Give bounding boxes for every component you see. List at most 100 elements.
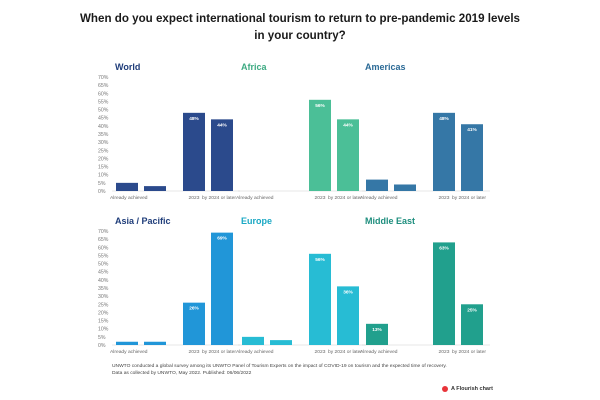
- data-label: 63%: [439, 245, 449, 251]
- data-label: 48%: [439, 116, 449, 122]
- data-label: 25%: [467, 307, 477, 313]
- y-tick-label: 50%: [98, 108, 109, 114]
- y-tick-label: 20%: [98, 310, 109, 316]
- y-tick-label: 60%: [98, 245, 109, 251]
- data-label: 69%: [217, 236, 227, 242]
- y-tick-label: 0%: [98, 343, 106, 349]
- x-tick-label: 2023: [189, 349, 200, 355]
- flourish-credit-label: A Flourish chart: [451, 386, 493, 392]
- bar-africa-2023: [309, 99, 331, 191]
- y-tick-label: 50%: [98, 262, 109, 268]
- x-tick-label: 2023: [439, 349, 450, 355]
- y-tick-label: 35%: [98, 132, 109, 138]
- data-label: 56%: [315, 257, 325, 263]
- chart-title-line-1: When do you expect international tourism…: [79, 12, 520, 25]
- bar-middle-east-2023: [433, 242, 455, 345]
- y-tick-label: 5%: [98, 335, 106, 341]
- y-tick-label: 5%: [98, 181, 106, 187]
- bar-world-2023: [183, 112, 205, 191]
- bar-europe-already-achieved: [242, 336, 264, 345]
- bar-asia-pacific-by-2024-or-later: [211, 232, 233, 345]
- panel-title-africa: Africa: [241, 62, 268, 72]
- y-tick-label: 40%: [98, 124, 109, 130]
- y-tick-label: 65%: [98, 83, 109, 89]
- x-tick-label: by 2024 or later: [452, 195, 486, 201]
- y-tick-label: 55%: [98, 99, 109, 105]
- bar-americas-already-achieved: [366, 179, 388, 191]
- y-tick-label: 30%: [98, 140, 109, 146]
- data-label: 48%: [189, 116, 199, 122]
- panel-title-europe: Europe: [241, 216, 272, 226]
- y-tick-label: 15%: [98, 165, 109, 171]
- bar-europe-2023: [309, 253, 331, 345]
- bar-world-2022: [144, 186, 166, 191]
- bar-world-already-achieved: [116, 182, 138, 191]
- x-tick-label: Already achieved: [236, 349, 274, 355]
- y-tick-label: 65%: [98, 237, 109, 243]
- bar-world-by-2024-or-later: [211, 119, 233, 191]
- flourish-logo-icon: [442, 386, 448, 392]
- x-tick-label: Already achieved: [236, 195, 274, 201]
- bar-americas-2023: [433, 112, 455, 191]
- data-label: 36%: [343, 289, 353, 295]
- bar-asia-pacific-already-achieved: [116, 341, 138, 345]
- y-tick-label: 0%: [98, 189, 106, 195]
- x-tick-label: 2023: [189, 195, 200, 201]
- x-tick-label: by 2024 or later: [452, 349, 486, 355]
- x-tick-label: 2023: [315, 349, 326, 355]
- panel-middle-east: Middle East 13% Already achieved 63% 2023 25%…: [360, 216, 490, 355]
- y-tick-label: 15%: [98, 319, 109, 325]
- footer-line-2: Data as collected by UNWTO, May 2022. Pu…: [112, 371, 252, 376]
- x-tick-label: Already achieved: [360, 349, 398, 355]
- panel-title-middle-east: Middle East: [365, 216, 415, 226]
- x-tick-label: by 2024 or later: [328, 195, 362, 201]
- data-label: 13%: [372, 327, 382, 333]
- y-tick-label: 25%: [98, 148, 109, 154]
- y-tick-label: 40%: [98, 278, 109, 284]
- y-tick-label: 10%: [98, 173, 109, 179]
- y-tick-label: 60%: [98, 91, 109, 97]
- x-tick-label: by 2024 or later: [202, 195, 236, 201]
- data-label: 44%: [217, 122, 227, 128]
- y-tick-label: 55%: [98, 253, 109, 259]
- footer-notes: UNWTO conducted a global survey among it…: [112, 363, 512, 377]
- footer-line-1: UNWTO conducted a global survey among it…: [112, 364, 447, 369]
- y-tick-label: 45%: [98, 270, 109, 276]
- panel-title-asia-pacific: Asia / Pacific: [115, 216, 171, 226]
- data-label: 44%: [343, 122, 353, 128]
- data-label: 56%: [315, 103, 325, 109]
- y-tick-label: 45%: [98, 116, 109, 122]
- y-tick-label: 10%: [98, 327, 109, 333]
- chart-title-line-2: in your country?: [254, 29, 346, 42]
- panel-europe: Europe Already achieved 56% 2023 36% by 2024 …: [236, 216, 366, 355]
- panel-world: World 70% 65% 60% 55% 50% 45% 40% 35% 30% 25% 20% 15…: [98, 62, 240, 201]
- bar-europe-2022: [270, 340, 292, 345]
- y-tick-label: 25%: [98, 302, 109, 308]
- bar-americas-by-2024-or-later: [461, 124, 483, 191]
- y-tick-label: 30%: [98, 294, 109, 300]
- panel-title-world: World: [115, 62, 140, 72]
- panel-title-americas: Americas: [365, 62, 406, 72]
- bar-middle-east-by-2024-or-later: [461, 304, 483, 345]
- y-tick-label: 70%: [98, 75, 109, 81]
- x-tick-label: by 2024 or later: [202, 349, 236, 355]
- x-tick-label: Already achieved: [360, 195, 398, 201]
- bar-americas-2022: [394, 184, 416, 191]
- bar-africa-by-2024-or-later: [337, 119, 359, 191]
- x-tick-label: Already achieved: [110, 195, 148, 201]
- x-tick-label: 2023: [315, 195, 326, 201]
- flourish-credit-link[interactable]: A Flourish chart: [442, 386, 493, 392]
- bar-asia-pacific-2023: [183, 302, 205, 345]
- bar-middle-east-already-achieved: [366, 323, 388, 345]
- panel-asia-pacific: Asia / Pacific 70% 65% 60% 55% 50% 45% 40% 35% 30…: [98, 216, 240, 355]
- x-tick-label: by 2024 or later: [328, 349, 362, 355]
- chart-title: When do you expect international tourism…: [0, 10, 600, 44]
- x-tick-label: 2023: [439, 195, 450, 201]
- panel-americas: Americas Already achieved 48% 2023 41% by 202…: [360, 62, 490, 201]
- y-tick-label: 35%: [98, 286, 109, 292]
- bar-europe-by-2024-or-later: [337, 286, 359, 345]
- data-label: 41%: [467, 127, 477, 133]
- x-tick-label: Already achieved: [110, 349, 148, 355]
- panel-africa: Africa Already achieved 56% 2023 44% by 2024 …: [236, 62, 366, 201]
